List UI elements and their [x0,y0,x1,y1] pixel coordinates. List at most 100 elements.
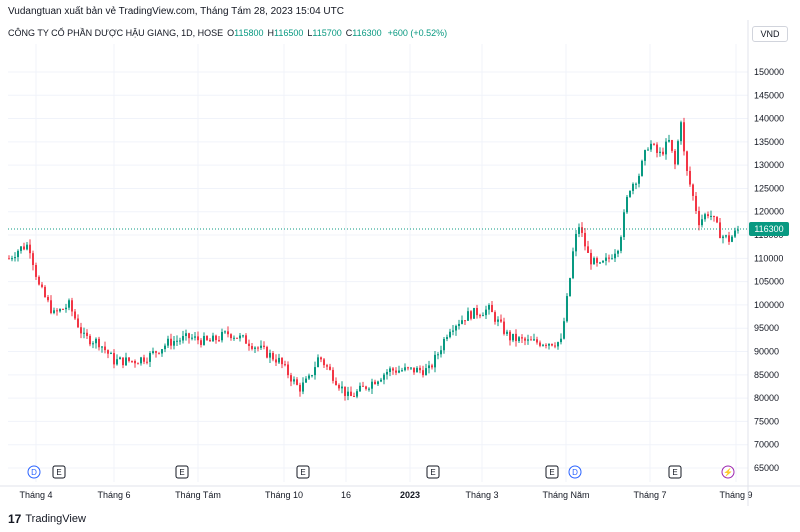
candle-body [509,331,511,341]
candle-body [344,386,346,396]
candle-body [569,278,571,297]
candle-body [197,336,199,341]
candle-body [695,195,697,211]
close-label: C [345,28,353,38]
candle-body [65,307,67,310]
candle-body [62,308,64,310]
candle-body [647,149,649,151]
candle-body [605,257,607,261]
candle-body [125,357,127,366]
x-tick-label: Tháng 4 [19,490,52,500]
symbol-info-bar: CÔNG TY CỔ PHẦN DƯỢC HẬU GIANG, 1D, HOSE… [8,28,447,38]
last-price-label: 116300 [754,224,783,234]
candle-body [488,304,490,310]
candle-body [590,252,592,265]
y-tick-label: 75000 [754,416,779,426]
candle-body [362,385,364,387]
earnings-marker-icon [175,465,189,479]
candle-body [302,382,304,392]
candle-body [263,345,265,347]
candle-body [323,359,325,366]
candle-body [140,357,142,364]
candle-body [722,236,724,239]
candle-body [341,386,343,389]
candle-body [155,351,157,353]
candle-body [167,338,169,346]
candle-body [659,151,661,153]
candle-body [479,315,481,317]
candle-body [107,350,109,354]
x-tick-label: Tháng Tám [175,490,221,500]
candle-body [599,262,601,264]
candle-body [128,357,130,361]
y-tick-label: 135000 [754,137,784,147]
candle-body [467,311,469,321]
candle-body [461,320,463,324]
candle-body [494,312,496,322]
candle-body [650,143,652,150]
candle-body [413,367,415,373]
candle-body [476,307,478,316]
split-marker-icon [721,465,735,479]
candle-body [614,253,616,259]
candle-body [368,388,370,390]
candle-body [440,350,442,355]
candle-body [671,140,673,151]
candle-body [290,375,292,382]
event-marker-label: E [300,468,305,477]
candle-body [371,381,373,389]
candle-body [557,342,559,347]
candle-body [356,391,358,397]
candle-body [656,144,658,153]
candle-body [542,344,544,346]
low-value: 115700 [312,28,342,38]
candle-body [395,370,397,373]
candle-body [359,385,361,392]
candle-body [182,336,184,341]
candle-body [176,340,178,342]
candle-body [677,141,679,165]
candle-body [560,338,562,343]
candle-body [143,357,145,362]
currency-selector[interactable]: VND [752,26,788,42]
tradingview-footer[interactable]: 17 TradingView [8,512,86,526]
candle-body [305,378,307,383]
candle-body [662,151,664,155]
y-tick-label: 150000 [754,67,784,77]
candle-body [674,150,676,165]
event-marker-label: E [56,468,61,477]
candle-body [173,341,175,346]
candle-body [626,196,628,213]
candle-body [245,335,247,344]
candle-body [611,258,613,260]
low-label: L [307,28,313,38]
candle-body [482,315,484,317]
candle-body [74,311,76,319]
candle-body [485,309,487,316]
candle-body [134,360,136,364]
candle-body [116,359,118,365]
candle-body [287,364,289,376]
candle-body [617,250,619,254]
candle-body [734,230,736,237]
candle-body [95,338,97,344]
y-tick-label: 100000 [754,300,784,310]
candle-body [8,258,10,260]
candle-body [248,343,250,347]
candle-body [593,258,595,265]
candle-body [365,386,367,389]
y-tick-label: 85000 [754,370,779,380]
candle-body [521,337,523,339]
candle-body [239,335,241,339]
open-value: 115800 [234,28,264,38]
candle-body [596,258,598,263]
candle-body [383,374,385,380]
symbol-name[interactable]: CÔNG TY CỔ PHẦN DƯỢC HẬU GIANG, 1D, HOSE [8,28,224,38]
candle-body [455,325,457,331]
y-tick-label: 70000 [754,440,779,450]
candle-body [683,122,685,152]
candle-body [689,170,691,185]
open-label: O [227,28,235,38]
candle-body [149,353,151,362]
